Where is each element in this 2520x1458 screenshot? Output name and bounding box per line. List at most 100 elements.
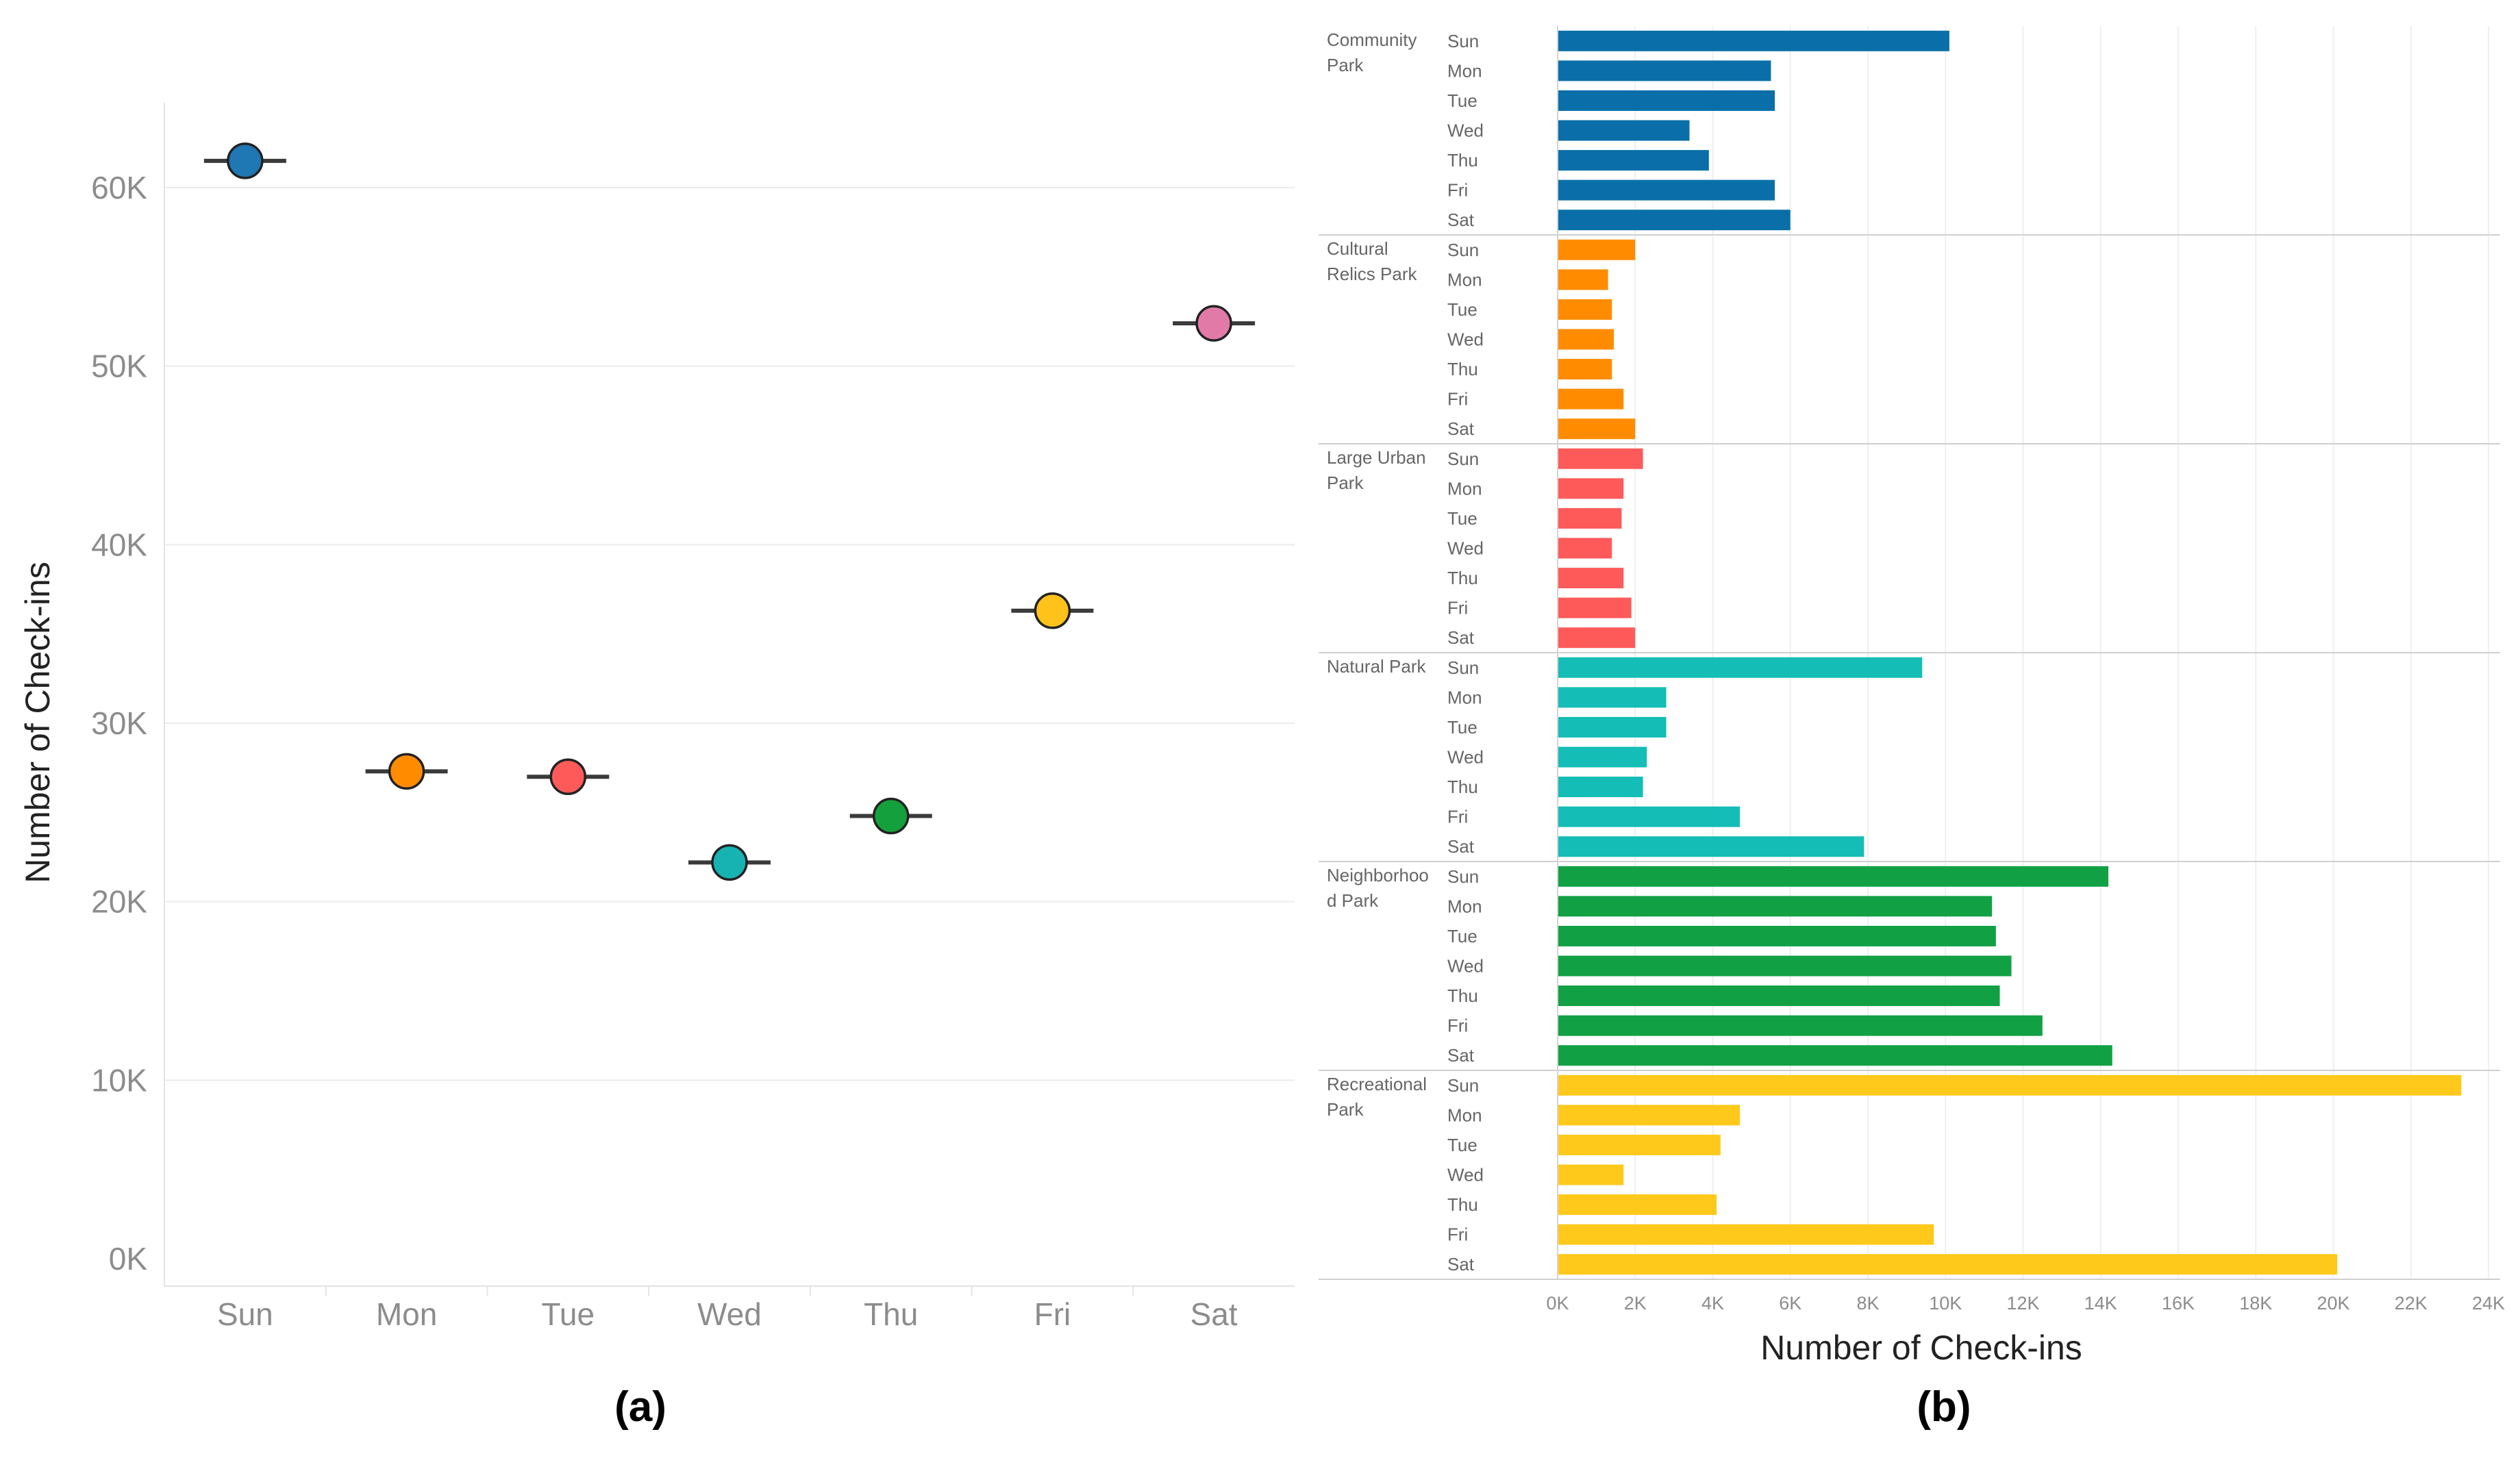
x-tick-label: 24K (2472, 1293, 2505, 1314)
day-label: Thu (1447, 1194, 1478, 1215)
x-tick-label: Tue (542, 1296, 595, 1332)
bar-2-sat (1558, 627, 1636, 649)
bar-0-wed (1558, 120, 1690, 141)
group-label: Park (1327, 473, 1364, 493)
bar-1-wed (1558, 329, 1614, 350)
x-tick-label: 8K (1856, 1293, 1879, 1314)
group-label: Community (1327, 29, 1417, 50)
point-marker (1195, 305, 1232, 342)
x-tick-label: Sat (1190, 1296, 1238, 1332)
day-label: Mon (1447, 478, 1482, 499)
group-label: Recreational (1327, 1074, 1427, 1094)
bar-0-tue (1558, 90, 1775, 111)
day-label: Mon (1447, 60, 1482, 81)
group-label: Relics Park (1327, 264, 1417, 284)
group-label: Park (1327, 1099, 1364, 1120)
bar-0-fri (1558, 179, 1775, 201)
bar-3-mon (1558, 687, 1667, 708)
day-label: Tue (1447, 299, 1477, 320)
day-label: Mon (1447, 1105, 1482, 1125)
y-tick-label: 10K (91, 1062, 147, 1098)
bar-5-wed (1558, 1164, 1624, 1185)
x-tick-label: 4K (1701, 1293, 1724, 1314)
bar-4-sun (1558, 866, 2109, 887)
panel-a-axes: 0K 10K 20K 30K 40K 50K 60K Sun Mon Tue Wed Thu Fri Sa… (91, 103, 1295, 1332)
bar-1-thu (1558, 359, 1612, 380)
panel-a-chart: 0K 10K 20K 30K 40K 50K 60K Sun Mon Tue Wed Thu Fri Sa… (18, 103, 1295, 1431)
day-label: Mon (1447, 896, 1482, 916)
day-label: Fri (1447, 389, 1468, 410)
bar-5-tue (1558, 1134, 1721, 1155)
bar-4-sat (1558, 1045, 2112, 1066)
data-point-sat (1173, 305, 1256, 342)
day-label: Wed (1447, 747, 1484, 768)
day-label: Fri (1447, 1016, 1468, 1036)
panel-b-x-axis-title: Number of Check-ins (1760, 1329, 2082, 1367)
bar-0-sun (1558, 30, 1949, 51)
day-label: Sat (1447, 1045, 1475, 1066)
bar-0-mon (1558, 60, 1771, 81)
bar-1-fri (1558, 388, 1624, 410)
day-label: Tue (1447, 508, 1477, 529)
day-label: Thu (1447, 985, 1478, 1006)
bar-2-wed (1558, 538, 1612, 559)
y-tick-label: 0K (109, 1241, 148, 1277)
data-point-tue (527, 758, 610, 795)
day-label: Mon (1447, 269, 1482, 290)
bar-5-mon (1558, 1105, 1741, 1126)
bar-3-sat (1558, 836, 1864, 857)
panel-b-axes: 0K 2K 4K 6K 8K 10K 12K 14K 16K 18K 20K 22K 24K Commun… (1319, 26, 2505, 1314)
panel-b-chart: 0K 2K 4K 6K 8K 10K 12K 14K 16K 18K 20K 22K 24K Commun… (1319, 26, 2505, 1431)
x-tick-label: 10K (1929, 1293, 1962, 1314)
day-label: Wed (1447, 121, 1484, 141)
bar-2-sun (1558, 448, 1643, 469)
day-label: Thu (1447, 150, 1478, 171)
x-tick-label: 16K (2162, 1293, 2195, 1314)
point-marker (711, 844, 748, 881)
day-label: Sat (1447, 627, 1475, 648)
bar-5-sun (1558, 1074, 2462, 1096)
bar-4-tue (1558, 925, 1996, 946)
bar-3-thu (1558, 777, 1643, 798)
day-label: Thu (1447, 359, 1478, 379)
day-label: Fri (1447, 598, 1468, 618)
x-tick-label: Sun (217, 1296, 273, 1332)
y-tick-label: 30K (91, 705, 147, 741)
day-label: Sat (1447, 418, 1475, 439)
point-marker (872, 797, 910, 835)
group-label: Park (1327, 55, 1364, 75)
day-label: Wed (1447, 1165, 1484, 1185)
day-label: Sun (1447, 449, 1479, 469)
x-tick-label: 18K (2239, 1293, 2272, 1314)
panel-b-label: (b) (1917, 1383, 1971, 1431)
bar-3-tue (1558, 716, 1667, 738)
y-tick-label: 50K (91, 349, 147, 384)
day-label: Tue (1447, 926, 1477, 946)
bar-2-thu (1558, 568, 1624, 589)
day-label: Tue (1447, 717, 1477, 738)
x-tick-label: 22K (2395, 1293, 2428, 1314)
bar-0-thu (1558, 150, 1709, 171)
day-label: Sun (1447, 1075, 1479, 1096)
x-tick-label: 6K (1779, 1293, 1801, 1314)
bar-3-wed (1558, 746, 1647, 768)
point-marker (1034, 592, 1071, 629)
day-label: Sun (1447, 31, 1479, 51)
group-label: Natural Park (1327, 656, 1426, 677)
bar-1-sat (1558, 418, 1636, 440)
y-tick-label: 60K (91, 170, 147, 205)
day-label: Sat (1447, 210, 1475, 230)
day-label: Wed (1447, 329, 1484, 350)
group-label: Neighborhoo (1327, 865, 1429, 885)
x-tick-label: Mon (376, 1296, 437, 1332)
day-label: Wed (1447, 956, 1484, 977)
point-marker (227, 142, 264, 179)
y-tick-label: 20K (91, 884, 147, 920)
bar-4-wed (1558, 955, 2012, 977)
panel-b-group-separators (1319, 234, 2500, 1071)
x-tick-label: 2K (1624, 1293, 1647, 1314)
y-tick-label: 40K (91, 527, 147, 562)
group-label: Cultural (1327, 238, 1388, 259)
group-label: d Park (1327, 890, 1379, 911)
